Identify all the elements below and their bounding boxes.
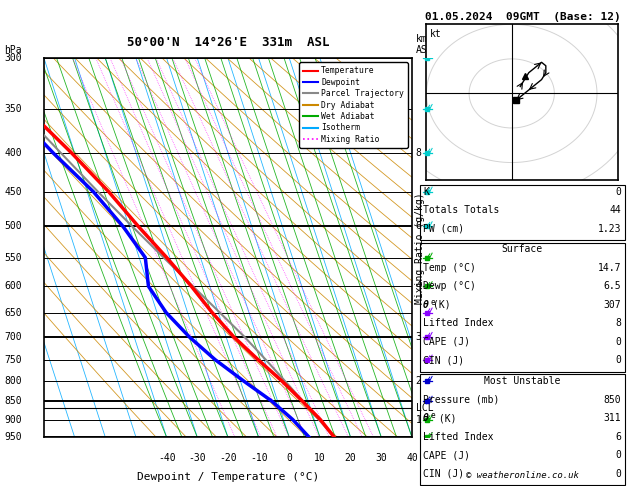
Text: 8: 8 — [616, 318, 621, 329]
Text: 800: 800 — [4, 376, 22, 386]
Text: 600: 600 — [4, 281, 22, 291]
Text: 10: 10 — [314, 452, 326, 463]
Text: 2: 2 — [416, 376, 421, 386]
Text: hPa: hPa — [4, 45, 22, 54]
Text: e: e — [430, 411, 435, 420]
Text: 850: 850 — [4, 396, 22, 406]
Text: 40: 40 — [406, 452, 418, 463]
Text: 6.5: 6.5 — [604, 281, 621, 292]
Text: 900: 900 — [4, 415, 22, 425]
Text: 0: 0 — [616, 187, 621, 197]
Text: 311: 311 — [604, 413, 621, 423]
Text: Surface: Surface — [502, 244, 543, 255]
Text: -40: -40 — [158, 452, 175, 463]
Text: 500: 500 — [4, 221, 22, 231]
Text: -20: -20 — [219, 452, 237, 463]
Text: 700: 700 — [4, 332, 22, 342]
Text: 6: 6 — [616, 432, 621, 442]
Text: km
ASL: km ASL — [416, 34, 433, 54]
Text: 307: 307 — [604, 300, 621, 310]
Text: CIN (J): CIN (J) — [423, 469, 464, 479]
Text: 450: 450 — [4, 187, 22, 197]
Text: 20: 20 — [345, 452, 357, 463]
Text: kt: kt — [430, 29, 442, 39]
Text: 8: 8 — [416, 148, 421, 158]
Text: PW (cm): PW (cm) — [423, 224, 464, 234]
Text: 0: 0 — [616, 355, 621, 365]
Text: Temp (°C): Temp (°C) — [423, 263, 476, 273]
Text: 400: 400 — [4, 148, 22, 158]
Text: 14.7: 14.7 — [598, 263, 621, 273]
Text: 550: 550 — [4, 253, 22, 262]
Text: 0: 0 — [286, 452, 292, 463]
Text: 4: 4 — [416, 281, 421, 291]
Text: e: e — [430, 298, 435, 307]
Text: 0: 0 — [616, 337, 621, 347]
Text: 30: 30 — [376, 452, 387, 463]
Text: 0: 0 — [616, 469, 621, 479]
Text: 3: 3 — [416, 332, 421, 342]
Text: (K): (K) — [433, 413, 457, 423]
Text: CAPE (J): CAPE (J) — [423, 450, 470, 460]
Text: Most Unstable: Most Unstable — [484, 376, 560, 386]
Text: K: K — [423, 187, 429, 197]
Text: 50°00'N  14°26'E  331m  ASL: 50°00'N 14°26'E 331m ASL — [127, 36, 329, 49]
Text: θ: θ — [423, 300, 429, 310]
Text: 750: 750 — [4, 355, 22, 364]
Text: LCL: LCL — [416, 403, 433, 414]
Text: θ: θ — [423, 413, 429, 423]
Text: 1.23: 1.23 — [598, 224, 621, 234]
Text: 6: 6 — [416, 221, 421, 231]
Text: Totals Totals: Totals Totals — [423, 205, 499, 215]
Text: © weatheronline.co.uk: © weatheronline.co.uk — [466, 471, 579, 480]
Text: 850: 850 — [604, 395, 621, 405]
Text: CAPE (J): CAPE (J) — [423, 337, 470, 347]
Text: CIN (J): CIN (J) — [423, 355, 464, 365]
Text: 0: 0 — [616, 450, 621, 460]
Legend: Temperature, Dewpoint, Parcel Trajectory, Dry Adiabat, Wet Adiabat, Isotherm, Mi: Temperature, Dewpoint, Parcel Trajectory… — [299, 62, 408, 148]
Text: -30: -30 — [189, 452, 206, 463]
Text: 300: 300 — [4, 53, 22, 63]
Text: Lifted Index: Lifted Index — [423, 432, 494, 442]
Text: 44: 44 — [610, 205, 621, 215]
Text: Lifted Index: Lifted Index — [423, 318, 494, 329]
Text: -10: -10 — [250, 452, 267, 463]
Text: Mixing Ratio (g/kg): Mixing Ratio (g/kg) — [415, 192, 425, 304]
Text: (K): (K) — [433, 300, 451, 310]
Text: Dewpoint / Temperature (°C): Dewpoint / Temperature (°C) — [137, 471, 319, 482]
Text: 01.05.2024  09GMT  (Base: 12): 01.05.2024 09GMT (Base: 12) — [425, 12, 620, 22]
Text: 950: 950 — [4, 433, 22, 442]
Text: Dewp (°C): Dewp (°C) — [423, 281, 476, 292]
Text: 650: 650 — [4, 308, 22, 317]
Text: Pressure (mb): Pressure (mb) — [423, 395, 499, 405]
Text: 1: 1 — [416, 415, 421, 425]
Text: 350: 350 — [4, 104, 22, 114]
